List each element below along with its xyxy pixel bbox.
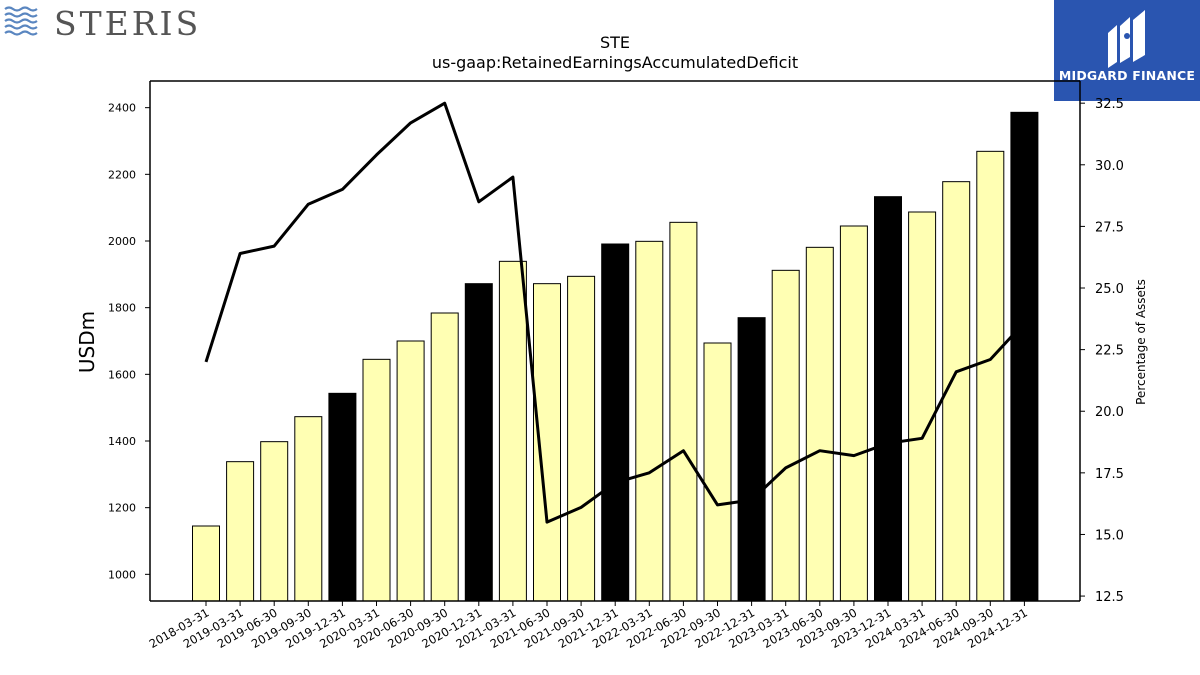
bar-2022-06-30 <box>669 221 698 602</box>
bar-2023-03-31 <box>771 269 800 602</box>
y-tick-label: 2000 <box>108 235 136 248</box>
y-tick-label: 1800 <box>108 302 136 315</box>
y-axis-label: USDm <box>75 311 99 373</box>
y2-tick-label: 30.0 <box>1095 159 1124 174</box>
y-tick-label: 1000 <box>108 568 136 581</box>
midgard-finance-logo: MIDGARD FINANCE <box>1054 0 1200 101</box>
y-tick-label: 1400 <box>108 435 136 448</box>
y2-tick-label: 25.0 <box>1095 282 1124 297</box>
bar-2022-09-30 <box>703 342 732 602</box>
bar-2024-03-31 <box>908 211 937 602</box>
midgard-mark-icon <box>1108 10 1145 68</box>
y2-tick-label: 12.5 <box>1095 590 1124 605</box>
y2-tick-label: 27.5 <box>1095 220 1124 235</box>
bar-2018-03-31 <box>192 525 220 602</box>
y-tick-label: 2200 <box>108 168 136 181</box>
bar-2022-12-31 <box>737 317 766 602</box>
bar-2019-12-31 <box>328 392 357 602</box>
steris-logo-text: STERIS <box>54 4 201 43</box>
steris-logo: STERIS <box>0 0 220 45</box>
bar-2020-12-31 <box>464 283 493 602</box>
bar-2024-09-30 <box>976 150 1005 602</box>
chart-subtitle: us-gaap:RetainedEarningsAccumulatedDefic… <box>432 53 798 72</box>
y2-tick-label: 15.0 <box>1095 528 1124 543</box>
bar-2021-12-31 <box>601 243 630 602</box>
bar-2019-06-30 <box>260 441 289 602</box>
bar-2020-09-30 <box>430 312 459 602</box>
steris-wave-icon: STERIS <box>4 4 201 43</box>
y-tick-label: 2400 <box>108 102 136 115</box>
y2-axis-label: Percentage of Assets <box>1134 279 1148 405</box>
bar-2023-06-30 <box>805 246 834 602</box>
bar-2019-03-31 <box>226 461 255 602</box>
bar-2023-12-31 <box>874 196 902 602</box>
bar-2019-09-30 <box>294 416 323 602</box>
chart-title: STE <box>600 33 630 52</box>
bar-2021-09-30 <box>567 275 596 602</box>
bar-2024-12-31 <box>1010 111 1039 602</box>
bar-2021-06-30 <box>533 283 561 602</box>
y2-tick-label: 22.5 <box>1095 344 1124 359</box>
y2-tick-label: 32.5 <box>1095 97 1124 112</box>
bar-2022-03-31 <box>635 240 664 602</box>
y2-tick-label: 17.5 <box>1095 467 1124 482</box>
y2-tick-label: 20.0 <box>1095 405 1124 420</box>
y-tick-label: 1600 <box>108 368 136 381</box>
y-tick-label: 1200 <box>108 502 136 515</box>
bar-2020-06-30 <box>396 340 425 602</box>
bar-2021-03-31 <box>498 260 527 602</box>
bar-2023-09-30 <box>839 225 868 602</box>
midgard-logo-text: MIDGARD FINANCE <box>1058 68 1196 83</box>
bar-2020-03-31 <box>362 358 391 602</box>
